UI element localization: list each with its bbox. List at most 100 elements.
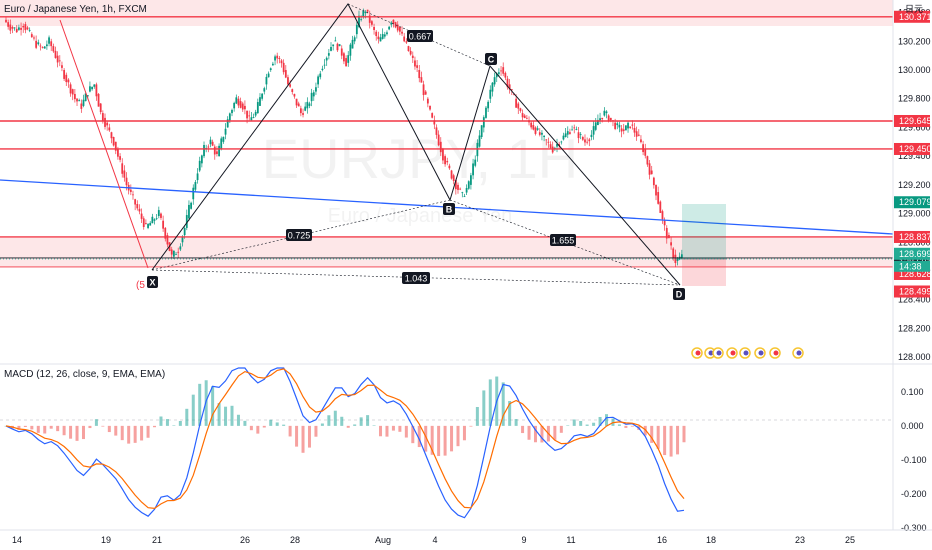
candle-body bbox=[157, 210, 160, 216]
candle-body bbox=[422, 84, 425, 96]
long-position-tool[interactable] bbox=[682, 204, 726, 286]
candle-body bbox=[622, 129, 625, 131]
candle-body bbox=[418, 70, 421, 79]
histogram-bar bbox=[107, 425, 111, 433]
candle-body bbox=[508, 84, 511, 90]
candle-body bbox=[375, 31, 378, 37]
candle-body bbox=[43, 46, 46, 49]
histogram-bar bbox=[314, 425, 318, 437]
candle-body bbox=[601, 117, 604, 120]
candle-body bbox=[577, 132, 580, 139]
macd-tick-label: 0.100 bbox=[901, 387, 924, 397]
candle-body bbox=[18, 27, 20, 30]
histogram-bar bbox=[404, 425, 408, 438]
ratio-ab: 0.667 bbox=[409, 32, 432, 42]
histogram-bar bbox=[288, 425, 292, 437]
histogram-bar bbox=[353, 424, 357, 426]
candle-body bbox=[321, 68, 324, 71]
corner-marker: (5 bbox=[136, 280, 145, 291]
candle-body bbox=[125, 177, 128, 186]
candle-body bbox=[603, 110, 606, 116]
point-b-label: B bbox=[446, 205, 453, 215]
macd-axis[interactable]: 0.100 0.000 -0.100 -0.200 -0.300 bbox=[901, 387, 927, 533]
histogram-bar bbox=[262, 425, 266, 428]
candle-body bbox=[452, 175, 455, 181]
candle-body bbox=[35, 40, 38, 48]
histogram-bar bbox=[340, 416, 344, 426]
candle-body bbox=[80, 103, 83, 109]
candle-body bbox=[166, 235, 169, 245]
candle-body bbox=[377, 36, 380, 40]
candle-body bbox=[241, 103, 244, 110]
histogram-bar bbox=[165, 419, 169, 426]
profit-zone bbox=[682, 204, 726, 259]
candle-body bbox=[390, 22, 393, 25]
candle-body bbox=[650, 170, 653, 175]
candle-body bbox=[414, 60, 416, 67]
candle-body bbox=[198, 160, 201, 171]
candle-body bbox=[246, 110, 248, 119]
time-tick-label: 23 bbox=[795, 535, 805, 545]
candle-body bbox=[334, 40, 337, 42]
histogram-bar bbox=[482, 390, 486, 426]
candle-body bbox=[76, 98, 78, 102]
candle-body bbox=[581, 137, 584, 140]
economic-events[interactable] bbox=[691, 347, 804, 359]
candle-body bbox=[132, 194, 134, 196]
price-badge bbox=[894, 196, 930, 209]
candle-body bbox=[510, 89, 513, 91]
candle-body bbox=[284, 70, 287, 78]
candle-body bbox=[231, 109, 233, 114]
candle-body bbox=[310, 92, 313, 102]
candle-body bbox=[586, 141, 589, 143]
candle-body bbox=[86, 95, 89, 97]
candle-body bbox=[188, 204, 190, 219]
candle-body bbox=[472, 163, 474, 176]
candle-body bbox=[616, 123, 619, 126]
candle-body bbox=[58, 60, 61, 62]
price-badge-label: 129.079 bbox=[899, 197, 932, 207]
candle-body bbox=[211, 141, 214, 146]
candle-body bbox=[185, 215, 188, 228]
candle-body bbox=[332, 44, 335, 47]
candle-body bbox=[216, 151, 218, 154]
candle-body bbox=[91, 86, 93, 90]
candle-body bbox=[614, 122, 617, 129]
candle-body bbox=[401, 31, 403, 34]
time-tick-label: 28 bbox=[290, 535, 300, 545]
candle-body bbox=[566, 131, 569, 135]
candle-body bbox=[506, 78, 509, 88]
candle-body bbox=[573, 127, 576, 129]
candle-body bbox=[30, 34, 33, 38]
candle-body bbox=[82, 99, 85, 106]
histogram-bar bbox=[333, 410, 337, 426]
ratio-bd-box bbox=[550, 234, 576, 246]
histogram-bar bbox=[346, 425, 350, 428]
price-axis[interactable]: 130.400130.200130.000129.800129.600129.4… bbox=[898, 8, 931, 363]
candle-body bbox=[63, 70, 66, 79]
candle-body bbox=[145, 223, 147, 224]
candle-body bbox=[254, 111, 257, 116]
candle-body bbox=[164, 227, 167, 239]
candle-body bbox=[172, 250, 175, 257]
candle-body bbox=[584, 139, 586, 143]
time-axis[interactable]: 14 19 21 26 28 Aug 4 9 11 16 18 23 25 bbox=[12, 535, 855, 545]
candle-body bbox=[642, 144, 645, 153]
price-badge-label: 128.699 bbox=[899, 249, 932, 259]
point-d-label: D bbox=[676, 290, 683, 300]
candle-body bbox=[28, 29, 31, 31]
signal-line bbox=[5, 368, 685, 510]
price-tick-label: 130.200 bbox=[898, 36, 931, 46]
candle-body bbox=[155, 218, 158, 220]
candle-body bbox=[547, 141, 550, 143]
candle-body bbox=[407, 46, 410, 52]
candle-body bbox=[263, 88, 266, 92]
candle-body bbox=[7, 22, 10, 27]
event-marker-dot bbox=[730, 350, 736, 356]
histogram-bar bbox=[398, 425, 402, 432]
red-diagonal-line[interactable] bbox=[59, 19, 149, 269]
harmonic-pattern[interactable]: X B C D 0.667 0.725 1.655 1.043 bbox=[147, 3, 685, 300]
candle-body bbox=[24, 24, 27, 31]
candle-body bbox=[327, 53, 330, 56]
